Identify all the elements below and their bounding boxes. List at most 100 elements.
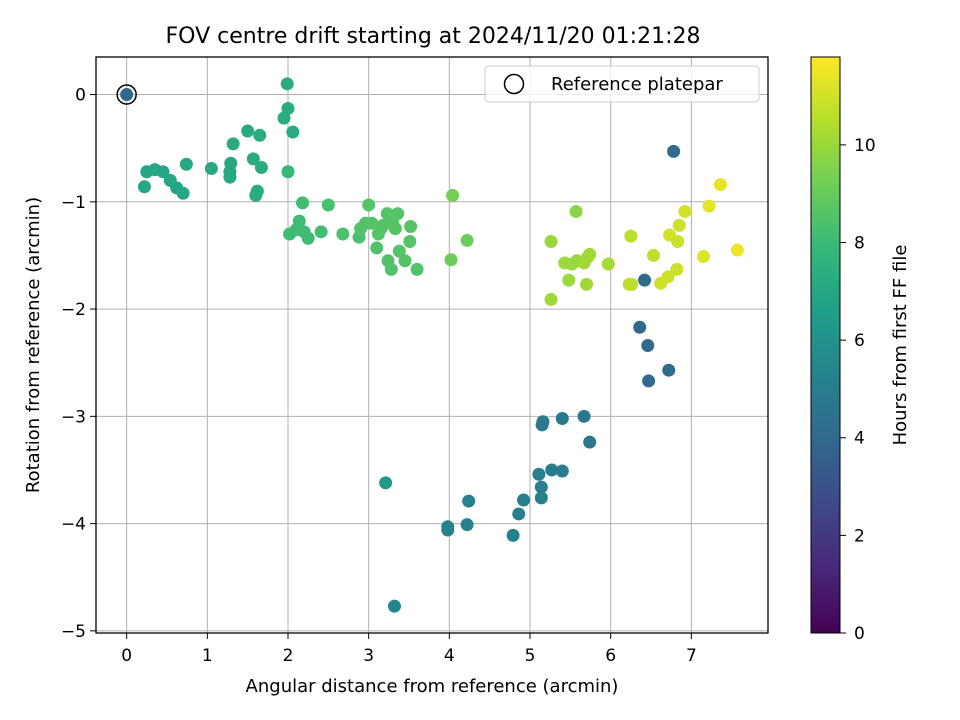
x-tick-label: 7 bbox=[686, 646, 697, 666]
data-point bbox=[462, 494, 476, 508]
data-point bbox=[376, 218, 390, 232]
data-point bbox=[661, 270, 675, 284]
data-point bbox=[321, 198, 335, 212]
data-point bbox=[555, 411, 569, 425]
chart-title: FOV centre drift starting at 2024/11/20 … bbox=[166, 24, 701, 49]
data-point bbox=[544, 234, 558, 248]
data-point bbox=[641, 339, 655, 353]
reference-point bbox=[116, 84, 137, 105]
data-point bbox=[446, 188, 460, 202]
reference-marker bbox=[116, 84, 137, 105]
data-point bbox=[226, 137, 240, 151]
data-point bbox=[534, 491, 548, 505]
data-point bbox=[713, 178, 727, 192]
x-axis-ticks: 0 1 2 3 4 5 6 7 bbox=[121, 633, 697, 666]
data-point bbox=[583, 247, 597, 261]
data-point bbox=[179, 157, 193, 171]
data-points bbox=[120, 77, 744, 613]
data-point bbox=[642, 374, 656, 388]
x-tick-label: 3 bbox=[363, 646, 374, 666]
data-point bbox=[601, 257, 615, 271]
y-axis-ticks: 0 −1 −2 −3 −4 −5 bbox=[61, 86, 96, 642]
data-point bbox=[702, 199, 716, 213]
colorbar-tick-label: 10 bbox=[854, 136, 876, 156]
legend: Reference platepar bbox=[484, 65, 760, 103]
data-point bbox=[281, 165, 295, 179]
y-tick-label: −2 bbox=[61, 300, 86, 320]
data-point bbox=[624, 229, 638, 243]
x-tick-label: 1 bbox=[202, 646, 213, 666]
data-point bbox=[387, 599, 401, 613]
data-point bbox=[562, 273, 576, 287]
data-point bbox=[253, 128, 267, 142]
y-tick-label: 0 bbox=[75, 86, 86, 106]
data-point bbox=[296, 196, 310, 210]
data-point bbox=[646, 248, 660, 262]
data-point bbox=[380, 207, 394, 221]
data-point bbox=[662, 363, 676, 377]
data-point bbox=[577, 409, 591, 423]
data-point bbox=[441, 523, 455, 537]
data-point bbox=[254, 160, 268, 174]
legend-label: Reference platepar bbox=[551, 74, 723, 95]
data-point bbox=[410, 262, 424, 276]
data-point bbox=[696, 250, 710, 264]
data-point bbox=[404, 219, 418, 233]
x-axis-label: Angular distance from reference (arcmin) bbox=[246, 676, 619, 697]
data-point bbox=[391, 207, 405, 221]
colorbar-tick-label: 8 bbox=[854, 233, 865, 253]
data-point bbox=[137, 180, 151, 194]
data-point bbox=[678, 204, 692, 218]
data-point bbox=[545, 463, 559, 477]
plot-frame bbox=[95, 56, 769, 634]
colorbar-tick-label: 6 bbox=[854, 331, 865, 351]
data-point bbox=[403, 234, 417, 248]
colorbar bbox=[810, 56, 841, 634]
data-point bbox=[292, 214, 306, 228]
data-point bbox=[672, 218, 686, 232]
data-point bbox=[535, 418, 549, 432]
x-tick-label: 0 bbox=[121, 646, 132, 666]
data-point bbox=[336, 227, 350, 241]
data-point bbox=[156, 165, 170, 179]
data-point bbox=[633, 320, 647, 334]
data-point bbox=[625, 277, 639, 291]
y-tick-label: −5 bbox=[61, 622, 86, 642]
data-point bbox=[460, 518, 474, 532]
data-point bbox=[555, 464, 569, 478]
colorbar-tick-label: 2 bbox=[854, 526, 865, 546]
data-point bbox=[579, 277, 593, 291]
data-point bbox=[460, 233, 474, 247]
data-point bbox=[532, 467, 546, 481]
data-point bbox=[534, 480, 548, 494]
data-point bbox=[120, 88, 134, 102]
grid-lines bbox=[96, 57, 768, 633]
data-point bbox=[444, 253, 458, 267]
data-point bbox=[512, 507, 526, 521]
y-tick-label: −3 bbox=[61, 407, 86, 427]
data-point bbox=[544, 292, 558, 306]
data-point bbox=[392, 244, 406, 258]
data-point bbox=[280, 77, 294, 91]
x-tick-label: 5 bbox=[525, 646, 536, 666]
data-point bbox=[506, 528, 520, 542]
data-point bbox=[671, 234, 685, 248]
x-tick-label: 2 bbox=[283, 646, 294, 666]
data-point bbox=[670, 262, 684, 276]
data-point bbox=[583, 435, 597, 449]
legend-marker-icon bbox=[503, 73, 525, 95]
legend-box bbox=[484, 65, 760, 103]
data-point bbox=[204, 162, 218, 176]
data-point bbox=[286, 125, 300, 139]
data-point bbox=[398, 254, 412, 268]
data-point bbox=[281, 101, 295, 115]
data-point bbox=[388, 222, 402, 236]
data-point bbox=[224, 156, 238, 170]
data-point bbox=[176, 186, 190, 200]
data-point bbox=[246, 152, 260, 166]
data-point bbox=[638, 273, 652, 287]
data-point bbox=[569, 204, 583, 218]
data-point bbox=[250, 184, 264, 198]
data-point bbox=[370, 241, 384, 255]
